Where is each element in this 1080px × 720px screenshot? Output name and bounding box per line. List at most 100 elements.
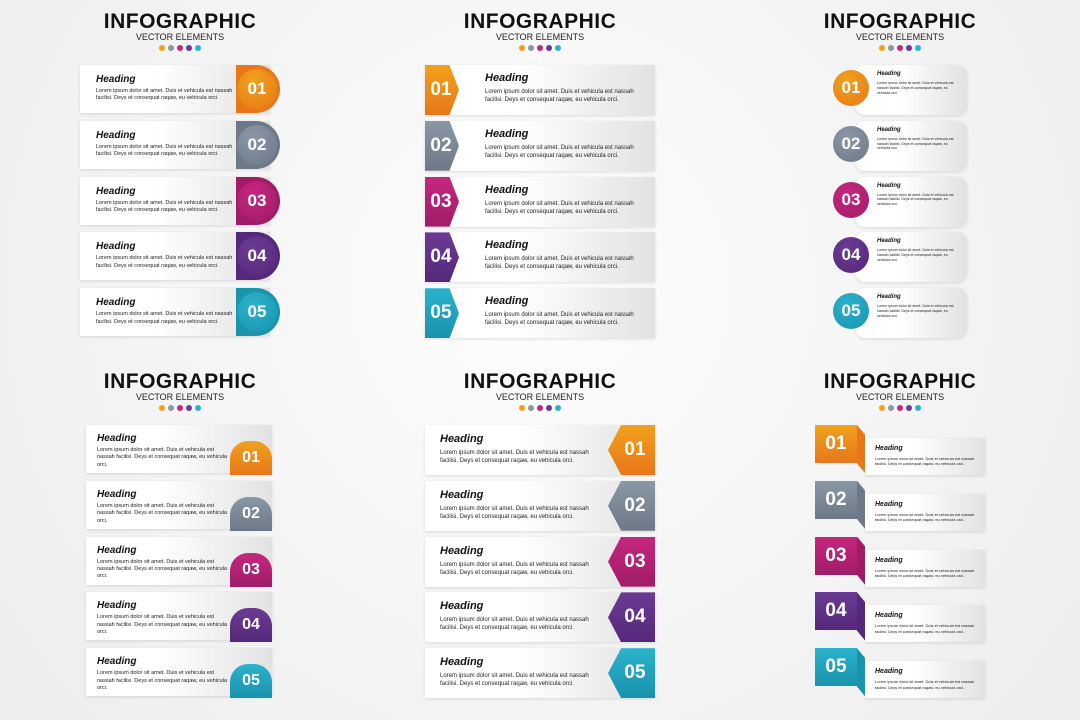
step-number: 03 — [833, 181, 869, 218]
infographic-step: 03 Heading Lorem ipsum dolor sit amet. Dui… — [360, 176, 720, 227]
step-heading: Heading — [485, 183, 529, 196]
step-fold — [857, 592, 865, 641]
panel-title: INFOGRAPHIC — [463, 370, 617, 393]
step-heading: Heading — [97, 656, 137, 668]
step-number: 05 — [237, 292, 277, 333]
step-card — [865, 438, 985, 475]
infographic-panel-circle-left: INFOGRAPHIC VECTOR ELEMENTS 01 Heading Lorem… — [720, 0, 1080, 360]
color-dot — [519, 405, 525, 411]
color-dot — [195, 405, 201, 411]
color-dot — [177, 405, 183, 411]
color-dot — [159, 405, 165, 411]
step-card — [855, 65, 967, 115]
step-number: 05 — [430, 302, 452, 324]
step-heading: Heading — [440, 488, 484, 501]
color-dot — [897, 45, 903, 51]
infographic-step: 02 Heading Lorem ipsum dolor sit amet. Dui… — [0, 120, 360, 171]
step-number: 03 — [230, 552, 272, 587]
step-card — [855, 288, 967, 339]
step-number: 02 — [833, 125, 869, 162]
color-dot — [546, 405, 552, 411]
panel-title: INFOGRAPHIC — [463, 10, 617, 33]
infographic-step: 03 Heading Lorem ipsum dolor sit amet. Dui… — [720, 176, 1080, 227]
infographic-step: 02 Heading Lorem ipsum dolor sit amet. Dui… — [0, 480, 360, 531]
color-dot — [519, 45, 525, 51]
step-card — [865, 605, 985, 643]
step-number: 04 — [833, 237, 869, 274]
infographic-step: 05 Heading Lorem ipsum dolor sit amet. Dui… — [360, 288, 720, 339]
infographic-step: 02 Heading Lorem ipsum dolor sit amet. Dui… — [360, 480, 720, 531]
step-text: Lorem ipsum dolor sit amet. Duis et vehi… — [877, 304, 954, 318]
color-dot — [186, 405, 192, 411]
step-heading: Heading — [485, 239, 529, 252]
step-card — [425, 288, 655, 339]
color-dot — [555, 45, 561, 51]
step-heading: Heading — [440, 544, 484, 557]
color-dot — [177, 45, 183, 51]
step-text: Lorem ipsum dolor sit amet. Duis et vehi… — [877, 81, 954, 95]
step-heading: Heading — [440, 433, 484, 445]
infographic-step: 01 Heading Lorem ipsum dolor sit amet. Dui… — [360, 425, 720, 475]
infographic-step: 02 Heading Lorem ipsum dolor sit amet. Dui… — [720, 480, 1080, 531]
step-heading: Heading — [440, 656, 484, 669]
step-number: 01 — [430, 79, 452, 100]
infographic-step: 01 Heading Lorem ipsum dolor sit amet. Dui… — [720, 425, 1080, 475]
panel-subtitle: VECTOR ELEMENTS — [135, 392, 225, 402]
step-heading: Heading — [877, 126, 901, 133]
infographic-step: 02 Heading Lorem ipsum dolor sit amet. Dui… — [720, 120, 1080, 171]
step-number: 02 — [430, 134, 452, 156]
color-dots — [720, 405, 1080, 411]
color-dot — [168, 405, 174, 411]
color-dot — [906, 45, 912, 51]
color-dot — [879, 45, 885, 51]
step-fold — [857, 648, 865, 697]
step-heading: Heading — [875, 500, 903, 508]
step-heading: Heading — [96, 74, 136, 85]
infographic-panel-circle-right: INFOGRAPHIC VECTOR ELEMENTS 01 Heading Lorem… — [0, 0, 360, 360]
color-dots — [0, 45, 360, 51]
step-text: Lorem ipsum dolor sit amet. Duis et vehi… — [485, 89, 634, 104]
panel-subtitle: VECTOR ELEMENTS — [855, 32, 945, 42]
infographic-step: 03 Heading Lorem ipsum dolor sit amet. Dui… — [0, 536, 360, 587]
color-dots — [720, 45, 1080, 51]
step-number: 03 — [624, 550, 646, 572]
color-dot — [906, 405, 912, 411]
step-heading: Heading — [877, 182, 901, 189]
step-text: Lorem ipsum dolor sit amet. Duis et vehi… — [440, 450, 589, 465]
step-card — [425, 65, 655, 115]
step-text: Lorem ipsum dolor sit amet. Duis et vehi… — [875, 567, 975, 578]
panel-subtitle: VECTOR ELEMENTS — [135, 32, 225, 42]
infographic-step: 05 Heading Lorem ipsum dolor sit amet. Dui… — [720, 648, 1080, 699]
infographic-step: 04 Heading Lorem ipsum dolor sit amet. Dui… — [720, 232, 1080, 283]
step-text: Lorem ipsum dolor sit amet. Duis et vehi… — [97, 502, 227, 524]
step-text: Lorem ipsum dolor sit amet. Duis et vehi… — [96, 143, 233, 158]
color-dot — [546, 45, 552, 51]
step-card — [855, 120, 967, 171]
infographic-step: 03 Heading Lorem ipsum dolor sit amet. Dui… — [720, 536, 1080, 587]
step-text: Lorem ipsum dolor sit amet. Duis et vehi… — [875, 456, 975, 467]
step-heading: Heading — [96, 185, 136, 197]
step-number: 01 — [815, 425, 857, 463]
step-number: 05 — [230, 664, 272, 699]
step-heading: Heading — [97, 488, 137, 500]
step-number: 02 — [230, 496, 272, 531]
step-heading: Heading — [96, 297, 136, 309]
color-dot — [888, 405, 894, 411]
infographic-step: 01 Heading Lorem ipsum dolor sit amet. Dui… — [0, 425, 360, 475]
panel-title: INFOGRAPHIC — [823, 370, 977, 393]
step-fold — [857, 536, 865, 585]
infographic-panel-tag-left: INFOGRAPHIC VECTOR ELEMENTS 01 Heading Lorem… — [360, 0, 720, 360]
step-card — [865, 661, 985, 699]
color-dot — [168, 45, 174, 51]
panel-subtitle: VECTOR ELEMENTS — [495, 32, 585, 42]
infographic-step: 04 Heading Lorem ipsum dolor sit amet. Dui… — [360, 232, 720, 283]
step-number: 01 — [230, 441, 272, 475]
step-number: 01 — [833, 70, 869, 106]
infographic-step: 04 Heading Lorem ipsum dolor sit amet. Dui… — [360, 592, 720, 643]
step-text: Lorem ipsum dolor sit amet. Duis et vehi… — [440, 673, 589, 688]
step-text: Lorem ipsum dolor sit amet. Duis et vehi… — [97, 670, 227, 692]
step-text: Lorem ipsum dolor sit amet. Duis et vehi… — [96, 311, 233, 325]
step-number: 04 — [430, 246, 452, 268]
step-text: Lorem ipsum dolor sit amet. Duis et vehi… — [485, 144, 634, 159]
step-card — [425, 176, 655, 227]
